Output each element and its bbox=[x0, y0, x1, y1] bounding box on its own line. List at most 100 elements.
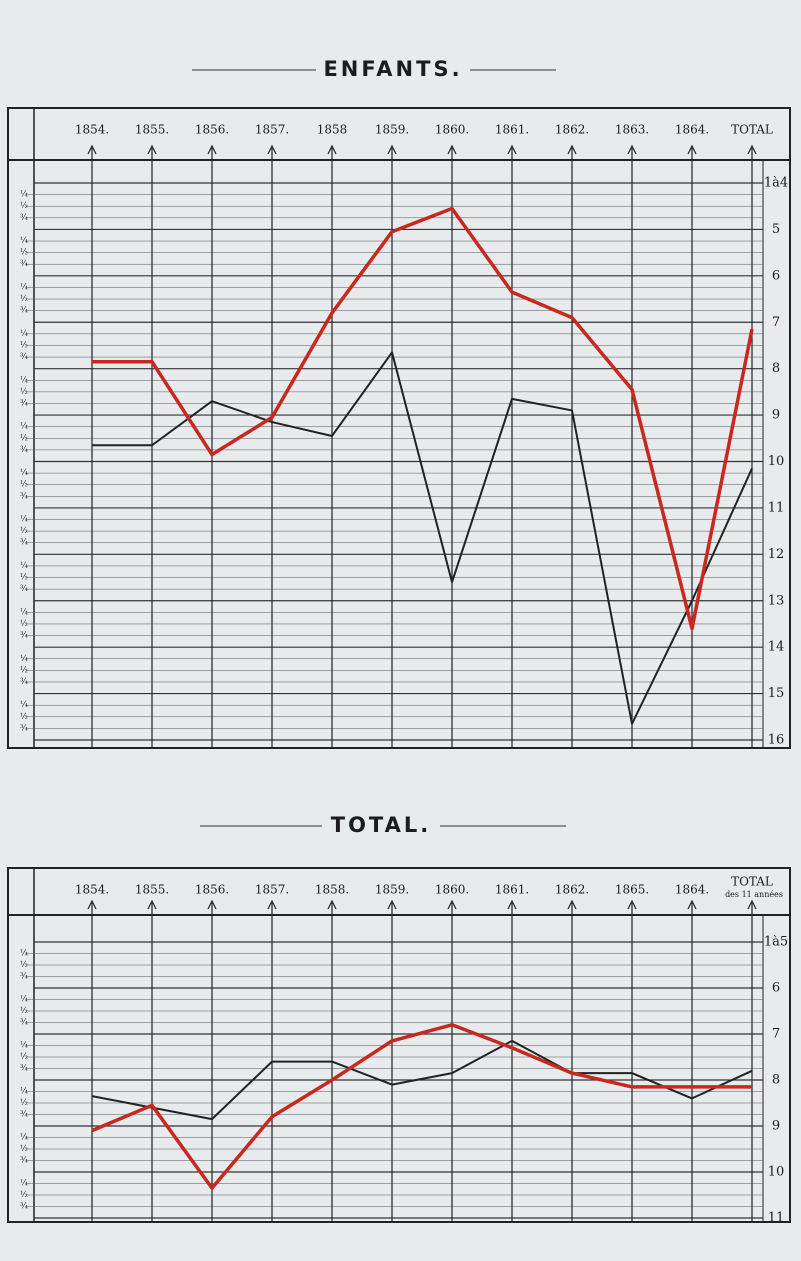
minor-tick-label: ¾ bbox=[20, 306, 28, 315]
arrow-head bbox=[147, 899, 157, 910]
minor-tick-label: ¾ bbox=[20, 491, 28, 500]
arrow-head bbox=[87, 899, 97, 910]
y-tick-label: 7 bbox=[772, 315, 780, 330]
arrow-head bbox=[327, 899, 337, 910]
y-tick-label: 8 bbox=[772, 1073, 780, 1088]
minor-tick-label: ½ bbox=[20, 1006, 28, 1015]
x-tick-label: 1864. bbox=[675, 123, 709, 137]
x-tick-label: 1864. bbox=[675, 883, 709, 897]
y-tick-label: 11 bbox=[768, 1211, 785, 1226]
y-tick-label: 6 bbox=[772, 981, 780, 996]
minor-tick-label: ½ bbox=[20, 387, 28, 396]
minor-tick-label: ¼ bbox=[20, 654, 28, 663]
data-line bbox=[91, 1039, 753, 1121]
x-tick-label: 1856. bbox=[195, 123, 229, 137]
x-tick-label: 1860. bbox=[435, 883, 469, 897]
arrow-head bbox=[687, 899, 697, 910]
x-tick-label: 1860. bbox=[435, 123, 469, 137]
minor-tick-label: ½ bbox=[20, 960, 28, 969]
x-tick-label: 1862. bbox=[555, 883, 589, 897]
arrow-head bbox=[627, 144, 637, 155]
minor-tick-label: ¼ bbox=[20, 236, 28, 245]
minor-tick-label: ¾ bbox=[20, 1018, 28, 1027]
minor-tick-label: ¼ bbox=[20, 422, 28, 431]
x-tick-label: 1857. bbox=[255, 883, 289, 897]
data-line bbox=[92, 206, 754, 631]
y-tick-label: 9 bbox=[772, 1119, 780, 1134]
x-tick-label: 1861. bbox=[495, 123, 529, 137]
y-tick-label: 16 bbox=[768, 733, 785, 748]
minor-tick-label: ½ bbox=[20, 1052, 28, 1061]
minor-tick-label: ¼ bbox=[20, 1133, 28, 1142]
x-tick-label: 1857. bbox=[255, 123, 289, 137]
x-tick-label: 1859. bbox=[375, 123, 409, 137]
minor-tick-label: ¼ bbox=[20, 282, 28, 291]
minor-tick-label: ½ bbox=[20, 712, 28, 721]
minor-tick-label: ½ bbox=[20, 573, 28, 582]
arrow-head bbox=[147, 144, 157, 155]
y-tick-label: 5 bbox=[772, 222, 780, 237]
x-tick-label: TOTAL bbox=[731, 875, 773, 889]
minor-tick-label: ½ bbox=[20, 248, 28, 257]
minor-tick-label: ¼ bbox=[20, 190, 28, 199]
minor-tick-label: ½ bbox=[20, 665, 28, 674]
arrow-head bbox=[747, 144, 757, 155]
arrow-head bbox=[387, 899, 397, 910]
minor-tick-label: ¾ bbox=[20, 677, 28, 686]
minor-tick-label: ¾ bbox=[20, 398, 28, 407]
minor-tick-label: ¼ bbox=[20, 700, 28, 709]
x-tick-label: 1858. bbox=[315, 883, 349, 897]
arrow-head bbox=[747, 899, 757, 910]
minor-tick-label: ½ bbox=[20, 340, 28, 349]
minor-tick-label: ¼ bbox=[20, 607, 28, 616]
minor-tick-label: ¾ bbox=[20, 1156, 28, 1165]
minor-tick-label: ¾ bbox=[20, 259, 28, 268]
arrow-head bbox=[207, 899, 217, 910]
minor-tick-label: ¼ bbox=[20, 995, 28, 1004]
x-tick-label: 1854. bbox=[75, 883, 109, 897]
arrow-head bbox=[267, 899, 277, 910]
minor-tick-label: ¾ bbox=[20, 352, 28, 361]
x-tick-label: 1856. bbox=[195, 883, 229, 897]
x-tick-label: 1865. bbox=[615, 883, 649, 897]
minor-tick-label: ½ bbox=[20, 433, 28, 442]
minor-tick-label: ½ bbox=[20, 201, 28, 210]
minor-tick-label: ½ bbox=[20, 294, 28, 303]
minor-tick-label: ¼ bbox=[20, 468, 28, 477]
minor-tick-label: ¾ bbox=[20, 723, 28, 732]
minor-tick-label: ¾ bbox=[20, 972, 28, 981]
arrow-head bbox=[627, 899, 637, 910]
arrow-head bbox=[447, 899, 457, 910]
data-line bbox=[91, 1023, 752, 1190]
minor-tick-label: ¼ bbox=[20, 375, 28, 384]
minor-tick-label: ¾ bbox=[20, 445, 28, 454]
minor-tick-label: ½ bbox=[20, 526, 28, 535]
y-tick-label: 13 bbox=[768, 593, 785, 608]
arrow-head bbox=[567, 899, 577, 910]
y-tick-label: 1à5 bbox=[764, 935, 788, 950]
arrow-head bbox=[567, 144, 577, 155]
arrow-head bbox=[687, 144, 697, 155]
chart-title: TOTAL. bbox=[331, 813, 431, 837]
y-tick-label: 11 bbox=[768, 500, 785, 515]
arrow-head bbox=[447, 144, 457, 155]
minor-tick-label: ¾ bbox=[20, 1202, 28, 1211]
arrow-head bbox=[387, 144, 397, 155]
x-tick-label: 1859. bbox=[375, 883, 409, 897]
x-tick-label: 1861. bbox=[495, 883, 529, 897]
x-tick-label: 1854. bbox=[75, 123, 109, 137]
y-tick-label: 9 bbox=[772, 408, 780, 423]
y-tick-label: 15 bbox=[768, 686, 785, 701]
y-tick-label: 14 bbox=[768, 640, 785, 655]
arrow-head bbox=[507, 899, 517, 910]
minor-tick-label: ¼ bbox=[20, 515, 28, 524]
minor-tick-label: ¾ bbox=[20, 631, 28, 640]
chart-title: ENFANTS. bbox=[323, 57, 462, 81]
data-line bbox=[92, 351, 753, 725]
minor-tick-label: ½ bbox=[20, 1144, 28, 1153]
frame bbox=[7, 107, 791, 749]
minor-tick-label: ¾ bbox=[20, 1110, 28, 1119]
minor-tick-label: ½ bbox=[20, 1190, 28, 1199]
